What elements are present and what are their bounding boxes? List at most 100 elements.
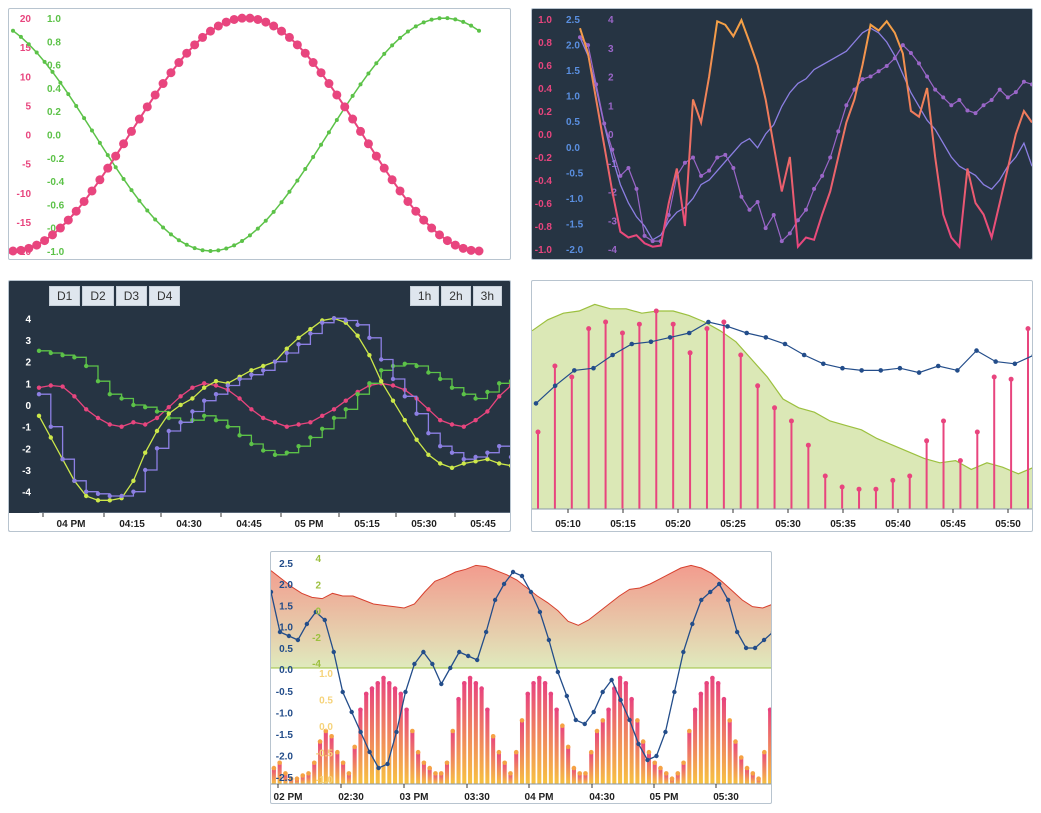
pink-axis-tick: -1.0	[535, 245, 553, 256]
series-purple-point	[691, 155, 695, 160]
legend-d1-button[interactable]: D1	[49, 286, 81, 306]
right-axis-tick: -0.6	[47, 200, 65, 211]
series-d3-point	[426, 452, 431, 458]
series-green-point	[295, 178, 300, 183]
chart2-multi-axis-plot: 1.0 0.8 0.6 0.4 0.2 0.0 -0.2 -0.4 -0.6 -0.8 -1.0 2.…	[535, 15, 1032, 256]
series-green-point	[224, 246, 229, 251]
series-pink-point	[324, 79, 334, 89]
bottom-bar-point	[554, 707, 559, 713]
bottom-bar	[444, 762, 450, 784]
series-pink-point	[213, 21, 223, 31]
bottom-bar-point	[340, 760, 346, 766]
navy-point	[331, 649, 336, 655]
x-axis-tick: 04:30	[176, 519, 202, 530]
series-d2-point	[449, 385, 455, 390]
bottom-bar	[491, 736, 496, 784]
blue-axis-tick: -1.0	[566, 194, 584, 205]
top-left-axis-tick: 1.5	[279, 601, 293, 612]
series-purple-point	[908, 50, 913, 55]
legend-d4-button[interactable]: D4	[149, 286, 181, 306]
series-d2-point	[84, 363, 89, 369]
bottom-right-axis-tick: 1.0	[319, 669, 333, 680]
series-d3-point	[166, 411, 171, 416]
navy-point	[648, 339, 654, 345]
series-d2-point	[272, 452, 278, 458]
bottom-bar-point	[537, 675, 542, 681]
bottom-bar	[768, 709, 771, 784]
series-purple-point	[626, 165, 631, 170]
range-2h-button[interactable]: 2h	[441, 286, 471, 306]
x-axis-tick: 04 PM	[525, 792, 554, 803]
left-axis-tick: -10	[17, 189, 32, 200]
bottom-bar-point	[386, 681, 392, 686]
top-left-axis-tick: 0.5	[279, 644, 293, 655]
series-green-point	[82, 116, 87, 121]
right-axis-tick: 0.6	[47, 61, 61, 72]
bottom-bar-point	[750, 771, 756, 776]
bottom-bar-point	[467, 675, 473, 681]
right-axis-tick: 0.4	[47, 84, 61, 95]
series-d4-point	[143, 467, 148, 473]
series-purple-point	[900, 43, 905, 48]
bottom-bar	[566, 746, 571, 784]
series-d3-point	[367, 352, 372, 358]
range-3h-button[interactable]: 3h	[472, 286, 502, 306]
navy-point	[859, 368, 864, 373]
series-pink-point	[458, 243, 468, 253]
legend-d3-button[interactable]: D3	[115, 286, 148, 306]
series-purple-point	[731, 165, 736, 170]
stem-point	[890, 477, 896, 483]
series-d1-point	[438, 417, 443, 423]
range-1h-button[interactable]: 1h	[409, 286, 440, 306]
series-green-point	[50, 69, 55, 74]
series-d4-point	[131, 489, 136, 494]
series-d3-point	[438, 461, 443, 466]
series-d3-line	[38, 317, 510, 501]
series-d1-point	[249, 407, 254, 412]
series-d3-point	[107, 498, 113, 503]
bottom-bar	[600, 720, 605, 784]
series-green-point	[240, 238, 245, 243]
series-d4-point	[272, 359, 278, 364]
bottom-bar	[594, 731, 600, 784]
bottom-bar	[502, 762, 507, 784]
chart3-time-series-plot: 4 3 2 1 0 -1 -2 -3 -4 04 PM 04:15 04:30 04:45 05 PM 05…	[9, 314, 510, 531]
series-d3-point	[449, 465, 455, 471]
navy-point	[519, 573, 525, 579]
x-axis-tick: 02:30	[338, 792, 364, 803]
series-pink-point	[316, 68, 326, 78]
pink-axis-tick: -0.6	[535, 199, 553, 210]
bottom-bar	[323, 731, 328, 784]
bottom-bar-point	[335, 749, 340, 755]
series-purple-point	[586, 43, 591, 48]
bottom-bar-point	[404, 707, 409, 713]
series-d1-point	[178, 394, 183, 399]
bottom-bar	[670, 778, 675, 784]
bottom-bar	[306, 773, 311, 784]
top-right-axis-tick: -4	[312, 659, 321, 670]
y-axis-tick: 1	[25, 379, 31, 390]
series-green-point	[421, 20, 426, 25]
left-axis-tick: 10	[20, 72, 32, 83]
bottom-bar	[318, 741, 323, 784]
chart4-panel: 05:10 05:15 05:20 05:25 05:30 05:35 05:40 05:45…	[531, 280, 1033, 532]
series-d2-point	[497, 381, 502, 386]
series-green-point	[263, 218, 268, 223]
series-d3-point	[213, 378, 219, 384]
series-d2-point	[237, 433, 242, 438]
bottom-bar-point	[508, 771, 513, 776]
series-d4-point	[284, 350, 289, 356]
series-d4-point	[379, 357, 384, 362]
stem-point	[603, 319, 609, 325]
x-axis-tick: 03:30	[464, 792, 490, 803]
series-d1-point	[508, 383, 510, 388]
legend-d2-button[interactable]: D2	[82, 286, 114, 306]
series-purple-point	[836, 129, 841, 134]
series-d3-point	[178, 402, 183, 408]
series-pink-point	[205, 26, 215, 36]
series-d3-point	[143, 450, 148, 455]
series-d3-point	[461, 461, 466, 466]
bottom-bar-point	[438, 771, 444, 776]
bottom-bar-point	[375, 681, 381, 686]
pink-axis-tick: -0.4	[535, 176, 553, 187]
